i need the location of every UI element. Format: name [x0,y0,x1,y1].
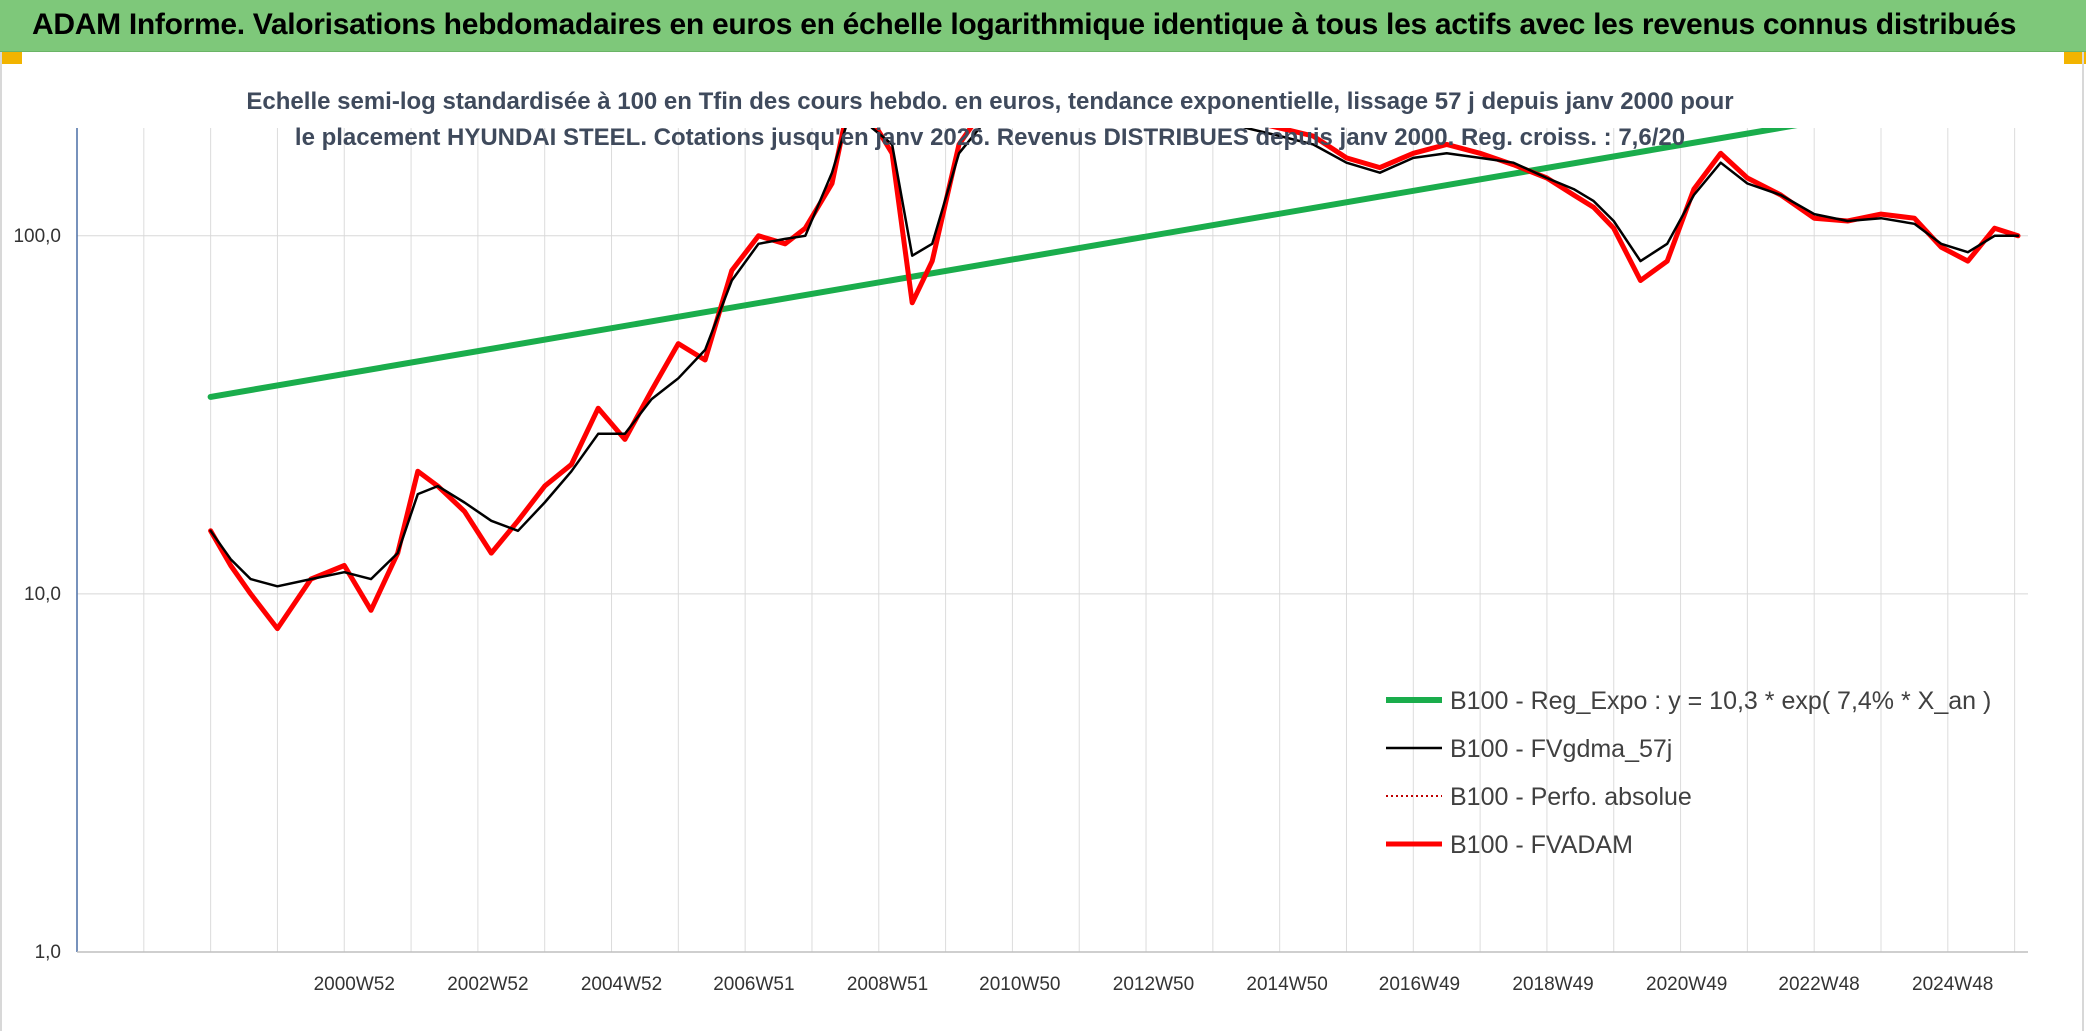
legend-entry: B100 - FVADAM [1450,831,1633,859]
y-tick-label: 10,0 [24,584,61,605]
legend-entry: B100 - Perfo. absolue [1450,783,1692,811]
legend-entry: B100 - FVgdma_57j [1450,735,1672,763]
x-tick-label: 2012W50 [1113,974,1194,995]
gridlines [77,128,2028,953]
x-tick-label: 2014W50 [1246,974,1327,995]
report-title: ADAM Informe. Valorisations hebdomadaire… [32,8,2017,41]
x-tick-label: 2018W49 [1512,974,1593,995]
y-tick-label: 1,0 [35,942,61,963]
x-tick-label: 2016W49 [1379,974,1460,995]
x-tick-label: 2006W51 [713,974,794,995]
chart-subtitle: Echelle semi-log standardisée à 100 en T… [246,88,1734,151]
series-line-thin-black [209,128,2020,588]
x-tick-label: 2024W48 [1912,974,1993,995]
x-tick-label: 2010W50 [979,974,1060,995]
report-banner: ADAM Informe. Valorisations hebdomadaire… [0,0,2086,52]
series-line-thick-green [207,128,1798,400]
x-tick-label: 2002W52 [447,974,528,995]
legend-entry: B100 - Reg_Expo : y = 10,3 * exp( 7,4% *… [1450,687,1991,715]
x-tick-label: 2000W52 [314,974,395,995]
axes: 1,0 10,0 100,0 2000W52 2002W52 2004W52 2006W51… [13,128,2028,995]
chart-frame [0,52,2084,1031]
x-tick-label: 2008W51 [847,974,928,995]
corner-marker-left [0,52,22,64]
x-tick-label: 2022W48 [1778,974,1859,995]
x-tick-label: 2020W49 [1646,974,1727,995]
corner-marker-right [2064,52,2086,64]
series-line-thick-red [208,128,2021,632]
x-tick-label: 2004W52 [581,974,662,995]
legend: B100 - Reg_Expo : y = 10,3 * exp( 7,4% *… [1386,687,1991,859]
series-layer [207,128,2021,632]
y-tick-label: 100,0 [13,226,61,247]
